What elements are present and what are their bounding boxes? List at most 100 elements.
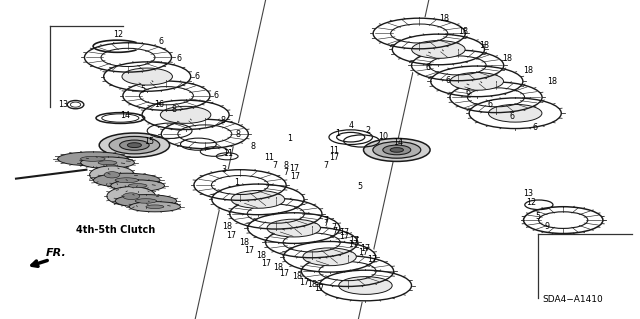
Text: 7: 7 — [333, 227, 338, 236]
Text: 11: 11 — [264, 153, 274, 162]
Text: 17: 17 — [358, 248, 369, 256]
Text: 17: 17 — [244, 246, 255, 255]
Text: 17: 17 — [348, 241, 358, 249]
Text: 17: 17 — [261, 259, 271, 268]
Text: 18: 18 — [273, 263, 284, 272]
Text: 8: 8 — [220, 116, 225, 125]
Text: 18: 18 — [458, 27, 468, 36]
Text: 17: 17 — [349, 236, 360, 245]
Ellipse shape — [81, 157, 134, 168]
Ellipse shape — [127, 143, 141, 148]
Text: 6: 6 — [509, 112, 515, 121]
Text: 6: 6 — [488, 100, 493, 109]
Text: 1: 1 — [234, 178, 239, 187]
Ellipse shape — [129, 202, 180, 212]
Text: 4th-5th Clutch: 4th-5th Clutch — [76, 225, 155, 235]
Text: 8: 8 — [250, 142, 255, 151]
Ellipse shape — [521, 206, 605, 234]
Ellipse shape — [373, 142, 420, 158]
Text: 3: 3 — [221, 165, 227, 174]
Ellipse shape — [120, 80, 213, 111]
Text: 17: 17 — [291, 172, 301, 181]
Text: 7: 7 — [324, 216, 329, 225]
Text: 17: 17 — [360, 244, 370, 253]
Ellipse shape — [450, 72, 504, 90]
Text: 13: 13 — [58, 100, 68, 109]
Text: 5: 5 — [140, 85, 145, 94]
Ellipse shape — [428, 65, 526, 98]
Ellipse shape — [447, 81, 545, 114]
Text: 8: 8 — [172, 105, 177, 114]
Text: 17: 17 — [227, 231, 237, 240]
Text: 5: 5 — [535, 212, 540, 221]
Ellipse shape — [58, 152, 128, 166]
Ellipse shape — [209, 183, 307, 216]
Text: 17: 17 — [367, 255, 378, 263]
Text: 18: 18 — [524, 66, 534, 75]
Ellipse shape — [123, 193, 140, 200]
Text: 6: 6 — [445, 76, 451, 85]
Text: 1: 1 — [287, 134, 292, 143]
Ellipse shape — [128, 184, 147, 188]
Text: 6: 6 — [466, 88, 471, 97]
Text: FR.: FR. — [46, 249, 67, 258]
Ellipse shape — [339, 277, 392, 294]
Text: 8: 8 — [236, 130, 241, 139]
Text: 13: 13 — [524, 189, 534, 198]
Text: 11: 11 — [223, 149, 233, 158]
Ellipse shape — [98, 161, 117, 165]
Ellipse shape — [139, 99, 232, 130]
Ellipse shape — [316, 269, 415, 302]
Text: 18: 18 — [239, 238, 250, 247]
Text: 17: 17 — [289, 164, 300, 173]
Ellipse shape — [191, 169, 289, 201]
Ellipse shape — [390, 148, 403, 152]
Ellipse shape — [280, 241, 379, 273]
Text: 7: 7 — [283, 168, 288, 177]
Ellipse shape — [161, 106, 211, 123]
Text: 4: 4 — [348, 121, 353, 130]
Text: 14: 14 — [120, 111, 130, 120]
Ellipse shape — [231, 190, 285, 208]
Ellipse shape — [364, 138, 430, 161]
Ellipse shape — [146, 205, 164, 209]
Ellipse shape — [99, 133, 170, 157]
Text: 11: 11 — [329, 146, 339, 155]
Ellipse shape — [111, 180, 164, 191]
Ellipse shape — [115, 178, 138, 183]
Ellipse shape — [244, 212, 343, 244]
Text: 18: 18 — [502, 54, 512, 63]
Ellipse shape — [412, 41, 465, 58]
Text: 6: 6 — [195, 72, 200, 81]
Text: 17: 17 — [339, 232, 349, 241]
Ellipse shape — [135, 199, 157, 203]
Ellipse shape — [107, 187, 156, 206]
Text: 17: 17 — [279, 269, 289, 278]
Text: 2: 2 — [365, 126, 371, 135]
Text: 17: 17 — [299, 278, 309, 287]
Ellipse shape — [100, 61, 194, 92]
Ellipse shape — [298, 255, 397, 287]
Ellipse shape — [109, 137, 160, 154]
Ellipse shape — [90, 166, 134, 184]
Text: 15: 15 — [144, 137, 154, 146]
Text: 5: 5 — [357, 182, 362, 191]
Text: 12: 12 — [113, 30, 124, 39]
Text: 7: 7 — [273, 161, 278, 170]
Text: 1: 1 — [335, 129, 340, 138]
Ellipse shape — [227, 197, 325, 230]
Ellipse shape — [370, 17, 468, 50]
Text: SDA4−A1410: SDA4−A1410 — [543, 295, 603, 304]
Ellipse shape — [303, 248, 356, 266]
Text: 6: 6 — [159, 37, 164, 46]
Text: 10: 10 — [378, 132, 388, 141]
Text: 9: 9 — [545, 222, 550, 231]
Text: 18: 18 — [222, 222, 232, 231]
Text: 17: 17 — [339, 228, 349, 237]
Text: 6: 6 — [425, 63, 430, 72]
Text: 14: 14 — [393, 138, 403, 147]
Text: 18: 18 — [307, 280, 317, 289]
Text: 6: 6 — [532, 123, 538, 132]
Text: 17: 17 — [314, 284, 324, 293]
Ellipse shape — [93, 173, 160, 187]
